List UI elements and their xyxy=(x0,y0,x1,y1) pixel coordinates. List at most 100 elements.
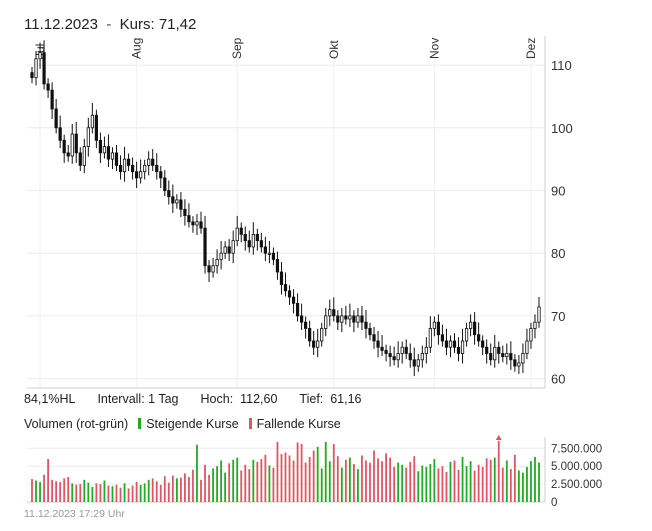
volume-bar xyxy=(248,469,251,502)
candle-body xyxy=(344,315,348,320)
candle-body xyxy=(501,353,505,358)
candle-body xyxy=(38,52,42,60)
candle-body xyxy=(291,296,296,304)
volume-bar xyxy=(224,472,227,502)
volume-bar xyxy=(344,459,347,502)
volume-bar xyxy=(192,469,194,502)
candle-body xyxy=(517,362,521,367)
candle-body xyxy=(400,346,404,354)
candle-body xyxy=(521,353,525,364)
x-tick-label: Nov xyxy=(427,38,441,59)
volume-bar xyxy=(401,464,404,502)
volume-bar xyxy=(522,472,524,502)
volume-bar xyxy=(67,476,70,502)
candle-body xyxy=(195,221,199,226)
candle-body xyxy=(102,146,107,154)
volume-bar xyxy=(365,460,367,502)
candle-body xyxy=(416,359,420,367)
candle-body xyxy=(82,146,86,166)
candle-body xyxy=(464,328,469,342)
candle-body xyxy=(42,52,46,85)
x-tick-label: Aug xyxy=(130,38,144,59)
candle-body xyxy=(340,315,344,323)
x-tick-label: Okt xyxy=(327,40,341,59)
volume-bar xyxy=(449,461,452,502)
candle-body xyxy=(408,353,412,361)
candle-body xyxy=(251,233,255,248)
candle-body xyxy=(74,133,78,154)
volume-bar xyxy=(513,454,516,502)
candle-body xyxy=(187,215,191,223)
volume-bar xyxy=(417,471,420,502)
volume-bar xyxy=(312,450,315,502)
y-tick-label: 90 xyxy=(551,183,565,198)
candle-body xyxy=(308,328,312,342)
volume-bar xyxy=(159,484,162,502)
volume-bar xyxy=(481,466,484,502)
candlestick-series xyxy=(30,40,541,377)
candle-body xyxy=(179,199,183,210)
volume-bar xyxy=(389,457,392,502)
candle-body xyxy=(493,346,497,361)
candle-body xyxy=(525,340,529,354)
volume-bar xyxy=(477,464,480,502)
volume-bar xyxy=(284,452,287,502)
candle-body xyxy=(428,328,432,348)
volume-bar xyxy=(461,456,464,502)
volume-bar xyxy=(75,484,78,502)
candle-body xyxy=(332,309,336,317)
volume-bar xyxy=(425,466,428,502)
candle-body xyxy=(420,353,424,361)
volume-bar xyxy=(405,467,408,502)
volume-bar xyxy=(252,459,255,502)
candle-body xyxy=(384,349,388,354)
candle-body xyxy=(304,321,308,329)
volume-bar xyxy=(272,467,275,502)
volume-bar xyxy=(304,462,307,502)
y-tick-label: 100 xyxy=(551,121,573,136)
candle-body xyxy=(283,284,288,292)
volume-bar xyxy=(123,483,126,502)
volume-bar xyxy=(526,466,528,502)
volume-bar xyxy=(188,476,190,502)
volume-bar xyxy=(83,479,86,502)
candle-body xyxy=(295,302,300,317)
volume-bar xyxy=(509,469,512,502)
volume-bar xyxy=(288,455,291,502)
candle-body xyxy=(328,309,332,317)
volume-bar xyxy=(212,468,214,502)
volume-bar xyxy=(373,450,375,502)
volume-bar xyxy=(256,461,259,502)
candle-body xyxy=(78,152,82,166)
rising-swatch-icon xyxy=(138,418,142,429)
volume-bar xyxy=(208,474,210,502)
volume-bar xyxy=(147,479,150,502)
volume-bar xyxy=(175,478,178,502)
volume-bar xyxy=(171,475,174,502)
volume-bar xyxy=(55,481,58,502)
volume-bar xyxy=(324,441,327,502)
volume-series xyxy=(31,435,540,502)
candle-body xyxy=(360,315,364,323)
volume-bar xyxy=(505,460,508,502)
candle-body xyxy=(509,353,513,361)
x-axis: Jul Aug Sep Okt Nov Dez xyxy=(33,37,538,59)
volume-bar xyxy=(179,477,182,502)
candle-body xyxy=(348,315,352,320)
volume-bar xyxy=(204,464,206,502)
volume-bar xyxy=(236,457,239,502)
candle-body xyxy=(352,315,356,323)
chart-header: 11.12.2023 - Kurs: 71,42 xyxy=(24,16,196,33)
candle-body xyxy=(54,108,58,129)
candle-body xyxy=(151,158,155,166)
volume-bar xyxy=(184,473,186,502)
volume-bar xyxy=(469,461,472,502)
y-axis: 60 70 80 90 100 110 xyxy=(27,36,573,389)
candle-body xyxy=(147,158,151,166)
candle-body xyxy=(316,340,320,348)
candle-body xyxy=(279,271,284,285)
volume-bar xyxy=(493,457,496,502)
volume-bar xyxy=(276,441,279,502)
candle-body xyxy=(255,233,259,242)
volume-bar xyxy=(264,454,267,502)
